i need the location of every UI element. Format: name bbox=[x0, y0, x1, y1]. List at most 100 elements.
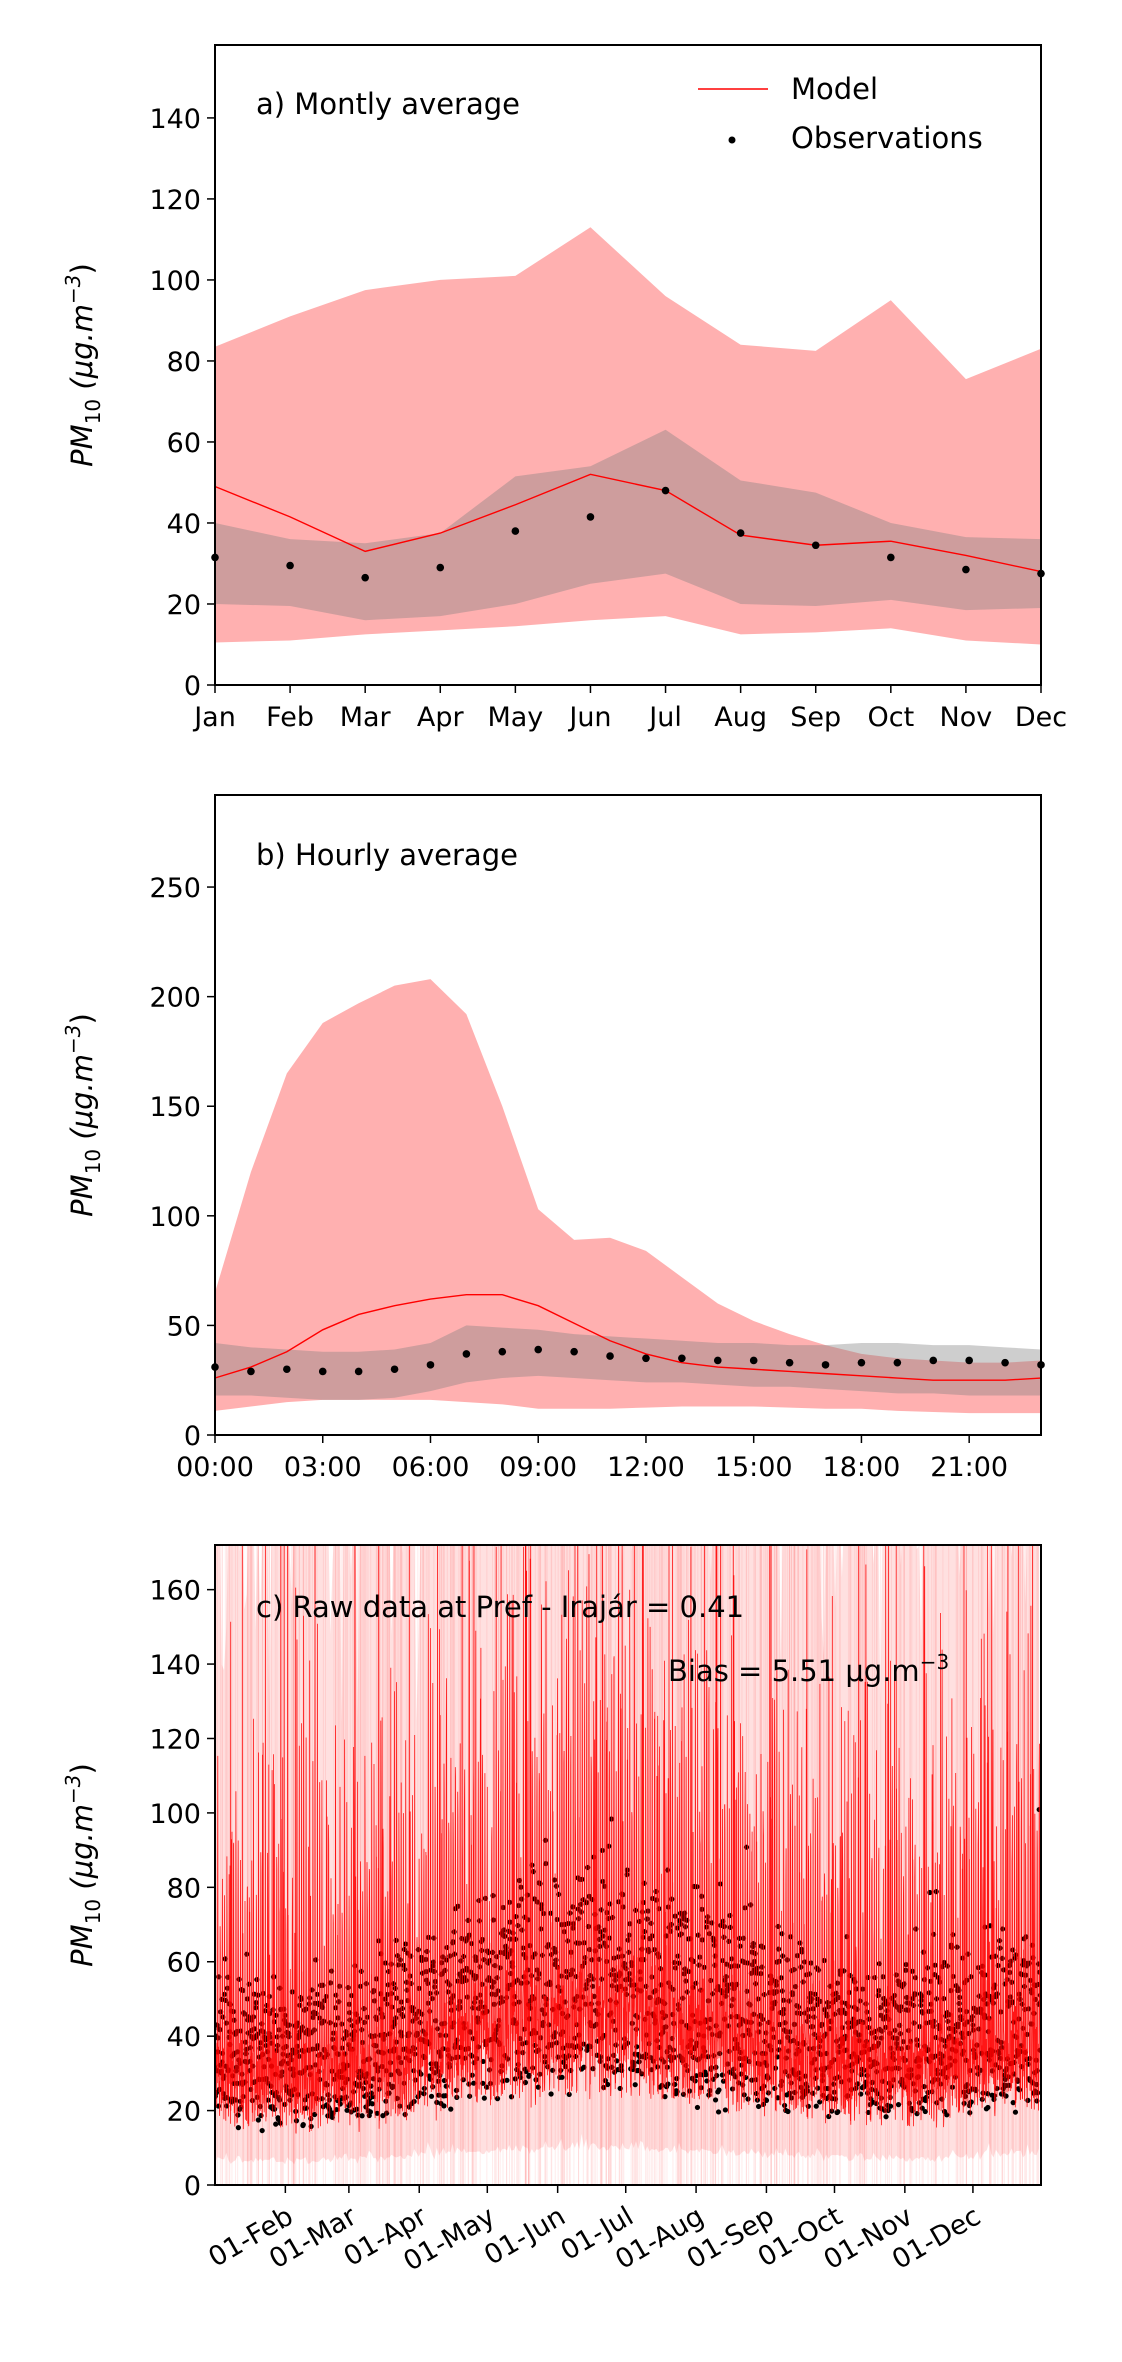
observation-point bbox=[817, 2099, 823, 2105]
observation-point bbox=[559, 2074, 565, 2080]
observation-point bbox=[923, 2094, 930, 2100]
panel-a-xtick-label: Aug bbox=[714, 702, 767, 733]
panel-b-ytick-label: 250 bbox=[149, 873, 201, 904]
panel-b-ylabel: PM10 (μg.m−3) bbox=[61, 1013, 105, 1217]
observation-point bbox=[259, 2127, 265, 2134]
observation-point bbox=[835, 2109, 841, 2115]
observations-range-band bbox=[215, 1325, 1041, 1400]
panel-c-xtick-label: 01-Jun bbox=[479, 2201, 571, 2272]
observation-point bbox=[785, 1358, 794, 1367]
panel-c-ytick-label: 0 bbox=[184, 2171, 201, 2202]
observation-point bbox=[428, 2093, 435, 2099]
observation-point bbox=[570, 1347, 578, 1356]
observation-point bbox=[481, 2095, 487, 2101]
panel-a-xtick-label: Jan bbox=[192, 702, 236, 733]
observation-point bbox=[553, 1883, 559, 1889]
observation-point bbox=[426, 1361, 435, 1369]
observation-point bbox=[369, 2101, 375, 2107]
observation-point bbox=[421, 2091, 427, 2097]
panel-a-ytick-label: 140 bbox=[149, 104, 201, 135]
panel-a-monthly-average: 0 20 40 60 80 100 120 140 Jan Feb Mar Apr May Jun Jul A… bbox=[61, 44, 1067, 733]
observation-point bbox=[1001, 1358, 1009, 1367]
observation-point bbox=[390, 1365, 399, 1374]
observation-point bbox=[895, 2102, 902, 2108]
observation-point bbox=[605, 2081, 611, 2088]
observation-point bbox=[483, 2084, 490, 2090]
observation-point bbox=[586, 513, 595, 521]
panel-a-xtick-label: Jul bbox=[647, 702, 682, 733]
observation-point bbox=[893, 1358, 902, 1367]
observation-point bbox=[821, 1361, 830, 1369]
panel-a-xtick-label: May bbox=[487, 702, 543, 733]
panel-a-frame bbox=[214, 44, 1042, 686]
panel-b-xtick-label: 06:00 bbox=[392, 1452, 470, 1483]
observation-point bbox=[370, 2094, 376, 2100]
panel-b-ytick-label: 150 bbox=[149, 1092, 201, 1123]
observation-point bbox=[566, 2091, 572, 2098]
model-line bbox=[214, 473, 1042, 573]
legend-model-label: Model bbox=[791, 72, 878, 106]
panel-c-ytick-label: 160 bbox=[149, 1576, 201, 1607]
panel-a-ytick-label: 0 bbox=[184, 671, 201, 702]
observation-point bbox=[247, 1367, 255, 1376]
observation-point bbox=[504, 2077, 510, 2083]
panel-b-xtick-label: 03:00 bbox=[284, 1452, 362, 1483]
observation-point bbox=[716, 2087, 722, 2093]
observation-point bbox=[857, 1358, 866, 1367]
observation-point bbox=[534, 1345, 543, 1354]
panel-b-ytick-label: 100 bbox=[149, 1202, 201, 1233]
panel-a-legend: Model Observations bbox=[698, 72, 983, 155]
observation-point bbox=[694, 2104, 701, 2111]
observation-point bbox=[811, 541, 820, 550]
observation-point bbox=[985, 2104, 991, 2111]
observation-point bbox=[813, 2103, 819, 2109]
observation-point bbox=[665, 2081, 671, 2087]
panel-b-xtick-label: 15:00 bbox=[715, 1452, 793, 1483]
panel-c-ytick-label: 100 bbox=[149, 1799, 201, 1830]
observation-point bbox=[344, 2107, 350, 2113]
observations-range-band bbox=[215, 429, 1041, 621]
observation-point bbox=[441, 2103, 447, 2109]
panel-c-raw-data: 02040608010012014016001-Feb01-Mar01-Apr0… bbox=[61, 1544, 1042, 2278]
observation-point bbox=[462, 1350, 471, 1358]
panel-b-ytick-label: 0 bbox=[184, 1421, 201, 1452]
panel-c-ytick-label: 60 bbox=[167, 1948, 201, 1979]
observation-point bbox=[436, 2092, 442, 2098]
observation-point bbox=[929, 1356, 938, 1365]
observation-point bbox=[255, 2117, 261, 2123]
observation-point bbox=[772, 2085, 778, 2092]
observation-point bbox=[715, 2109, 722, 2115]
observation-point bbox=[522, 2079, 529, 2086]
panel-a-ytick-label: 80 bbox=[167, 347, 201, 378]
panel-b-hourly-average: 0 50 100 150 200 250 00:00 03:00 06:00 09:00 12:00… bbox=[61, 794, 1045, 1483]
observation-point bbox=[300, 2121, 306, 2128]
panel-a-ytick-label: 100 bbox=[149, 266, 201, 297]
observation-point bbox=[1025, 2097, 1031, 2103]
panel-b-ytick-label: 50 bbox=[167, 1311, 201, 1342]
panel-a-xtick-label: Feb bbox=[266, 702, 314, 733]
observation-point bbox=[354, 1367, 363, 1376]
observation-point bbox=[636, 2059, 642, 2065]
observation-point bbox=[785, 2108, 791, 2115]
model-range-band bbox=[215, 979, 1041, 1414]
observation-point bbox=[441, 2077, 447, 2084]
observation-point bbox=[361, 573, 369, 582]
observation-point bbox=[581, 2064, 587, 2070]
panel-b-xtick-label: 09:00 bbox=[499, 1452, 577, 1483]
observation-point bbox=[755, 2103, 762, 2110]
observation-point bbox=[962, 565, 970, 574]
observation-point bbox=[933, 1889, 939, 1895]
observation-point bbox=[815, 2085, 821, 2091]
observation-point bbox=[713, 1356, 722, 1365]
observation-point bbox=[944, 2112, 950, 2118]
observation-point bbox=[678, 1354, 686, 1363]
observation-point bbox=[434, 2099, 440, 2106]
observation-point bbox=[286, 561, 294, 570]
observation-point bbox=[1012, 2109, 1019, 2115]
panel-a-xtick-label: Dec bbox=[1015, 702, 1067, 733]
observation-point bbox=[642, 1354, 650, 1363]
observation-point bbox=[632, 2082, 638, 2088]
panel-c-ytick-label: 40 bbox=[167, 2022, 201, 2053]
observation-point bbox=[374, 2110, 380, 2116]
observation-point bbox=[548, 2091, 554, 2097]
